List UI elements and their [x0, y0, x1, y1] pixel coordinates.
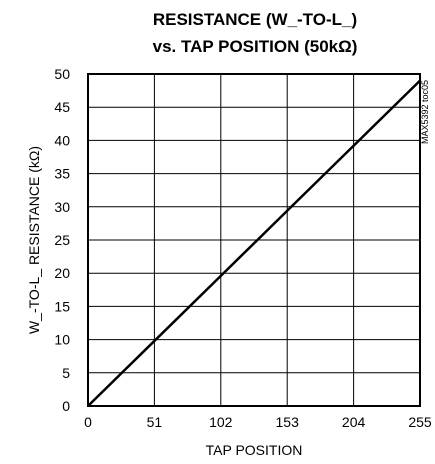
y-tick-label-9: 45 — [54, 99, 70, 115]
x-tick-labels: 0 51 102 153 204 255 — [84, 414, 432, 430]
y-axis-label: W_-TO-L_ RESISTANCE (kΩ) — [26, 146, 42, 334]
y-tick-label-4: 20 — [54, 265, 70, 281]
y-tick-label-2: 10 — [54, 332, 70, 348]
chart-title-line-2: vs. TAP POSITION (50kΩ) — [153, 37, 358, 56]
y-tick-label-8: 40 — [54, 132, 70, 148]
y-tick-label-3: 15 — [54, 298, 70, 314]
y-tick-label-0: 0 — [62, 398, 70, 414]
y-tick-labels: 0 5 10 15 20 25 30 35 40 45 50 — [54, 66, 70, 414]
figure-annotation: MAX5392 toc05 — [420, 80, 430, 144]
x-tick-label-5: 255 — [408, 414, 432, 430]
x-axis-label: TAP POSITION — [206, 442, 303, 458]
y-tick-label-10: 50 — [54, 66, 70, 82]
y-tick-label-7: 35 — [54, 166, 70, 182]
x-tick-label-4: 204 — [342, 414, 366, 430]
y-tick-label-5: 25 — [54, 232, 70, 248]
x-tick-label-0: 0 — [84, 414, 92, 430]
plot-frame — [87, 73, 421, 407]
series-group — [87, 79, 421, 407]
y-tick-label-1: 5 — [62, 365, 70, 381]
x-tick-label-2: 102 — [209, 414, 233, 430]
chart-title-line-1: RESISTANCE (W_-TO-L_) — [153, 10, 357, 29]
grid — [88, 74, 420, 406]
x-tick-label-1: 51 — [147, 414, 163, 430]
x-tick-label-3: 153 — [276, 414, 300, 430]
y-tick-label-6: 30 — [54, 199, 70, 215]
series-line-0 — [87, 79, 421, 407]
